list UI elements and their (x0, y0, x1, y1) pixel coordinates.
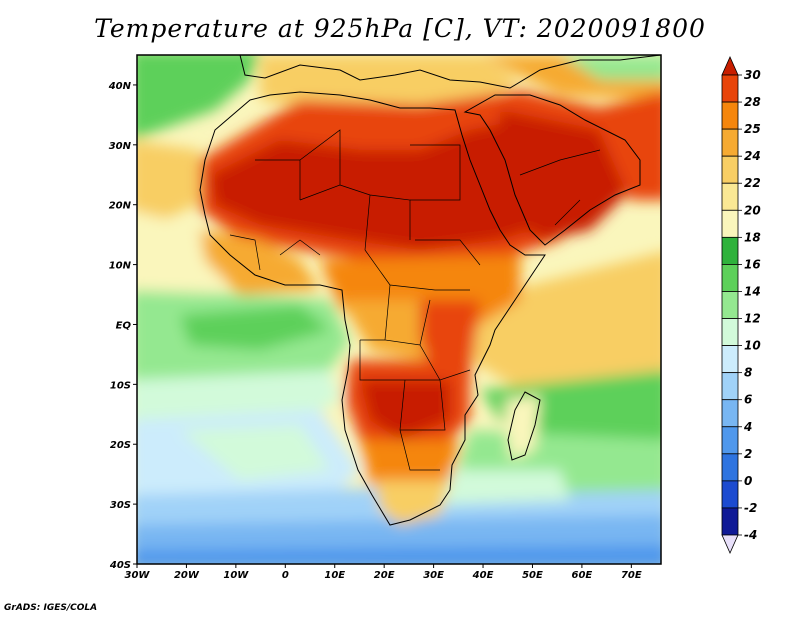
madagascar-coastline (507, 391, 541, 461)
map-frame (136, 54, 662, 565)
x-tick-label: 50E (522, 570, 543, 581)
colorbar-swatch (721, 345, 739, 374)
colorbar-label: 24 (744, 149, 761, 163)
colorbar-label: 4 (743, 420, 752, 434)
coastlines (199, 55, 661, 526)
colorbar-swatch (721, 209, 739, 238)
colorbar-swatch (721, 74, 739, 103)
colorbar-swatch (721, 453, 739, 482)
x-tick-label: 10E (324, 570, 345, 581)
colorbar-swatch (721, 264, 739, 292)
colorbar-label: 6 (744, 393, 752, 407)
colorbar-swatch (721, 128, 739, 157)
colorbar-swatch (721, 507, 739, 536)
colorbar-label: 25 (744, 122, 761, 136)
y-tick-label: 10S (110, 380, 131, 391)
y-tick-label: 30S (110, 500, 131, 511)
colorbar-label: 22 (744, 176, 761, 190)
colorbar-label: -2 (744, 501, 757, 515)
colorbar-swatch (721, 101, 739, 130)
colorbar-swatch (721, 236, 739, 265)
y-tick-label: 40N (108, 81, 132, 92)
colorbar-swatch (721, 318, 739, 346)
arabia-coastline (463, 94, 641, 246)
colorbar-bottom-arrow (721, 534, 739, 554)
colorbar-swatch (721, 372, 739, 401)
grads-credit: GrADS: IGES/COLA (4, 603, 98, 613)
y-tick-label: 40S (109, 560, 131, 571)
colorbar-label: 8 (744, 366, 752, 380)
colorbar-swatch (721, 426, 739, 455)
colorbar-swatch (721, 399, 739, 428)
temperature-field (137, 55, 661, 564)
colorbar-label: 30 (744, 68, 761, 82)
colorbar-swatch (721, 182, 739, 211)
x-tick-label: 0 (282, 570, 289, 581)
country-borders (229, 129, 601, 471)
colorbar-label: 28 (744, 95, 761, 109)
x-tick-label: 40E (472, 570, 494, 581)
colorbar-top-arrow (721, 56, 739, 76)
colorbar-label: 14 (744, 284, 761, 298)
map-title: Temperature at 925hPa [C], VT: 202009180… (94, 14, 706, 43)
colorbar-label: -4 (744, 528, 757, 542)
x-tick-label: 20E (374, 570, 395, 581)
y-tick-label: 10N (109, 261, 132, 272)
colorbar-label: 20 (744, 203, 761, 217)
colorbar-label: 12 (744, 312, 761, 326)
colorbar-label: 0 (744, 474, 752, 488)
colorbar-label: 2 (744, 447, 752, 461)
y-tick-label: 20N (109, 201, 132, 212)
colorbar-swatch (721, 291, 739, 319)
colorbar-label: 18 (744, 230, 761, 244)
y-tick-label: 20S (110, 440, 131, 451)
colorbar-label: 16 (744, 257, 761, 271)
map-axes: 30W 20W 10W 0 10E 20E 30E 40E 50E 60E 70E 40N 30N 20N… (108, 81, 642, 581)
y-tick-label: EQ (116, 320, 132, 331)
x-tick-label: 70E (621, 570, 642, 581)
x-tick-label: 30W (125, 570, 151, 581)
x-tick-label: 30E (423, 570, 444, 581)
colorbar-swatch (721, 155, 739, 184)
colorbar-swatch (721, 480, 739, 509)
x-tick-label: 10W (223, 570, 249, 581)
y-tick-label: 30N (109, 141, 132, 152)
colorbar-label: 10 (744, 339, 761, 353)
africa-coastline (199, 91, 546, 526)
x-tick-label: 60E (572, 570, 593, 581)
europe-coastline (239, 55, 661, 89)
x-tick-label: 20W (174, 570, 200, 581)
